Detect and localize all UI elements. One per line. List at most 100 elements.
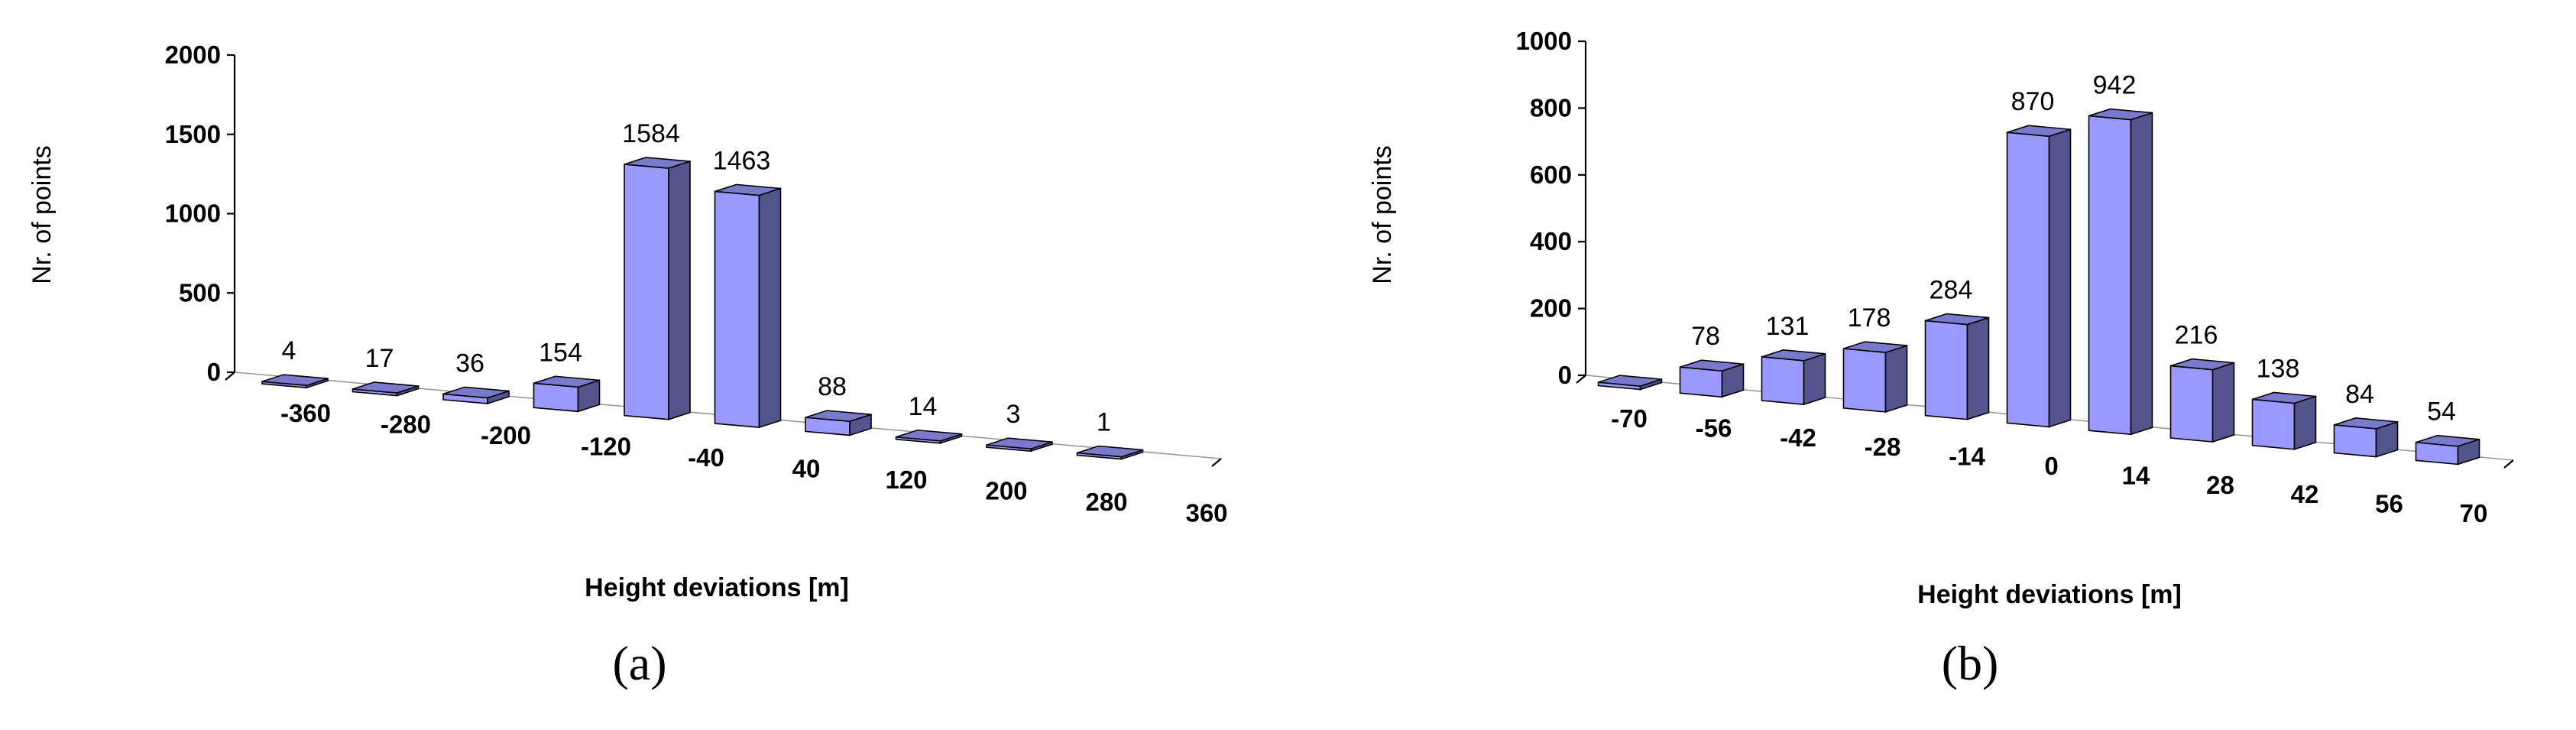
x-tick-label: 40 bbox=[792, 455, 821, 483]
bar bbox=[533, 375, 601, 413]
data-label: 4 bbox=[282, 336, 296, 365]
bar-front bbox=[2169, 365, 2214, 443]
bar-front bbox=[714, 190, 760, 428]
data-label: 1463 bbox=[713, 146, 771, 175]
panel-label: (b) bbox=[1942, 636, 1999, 690]
bar bbox=[805, 410, 872, 436]
data-label: 138 bbox=[2257, 354, 2300, 383]
bar bbox=[2251, 391, 2317, 450]
bar-top bbox=[2170, 358, 2234, 371]
y-axis-title: Nr. of points bbox=[1368, 145, 1397, 284]
bar bbox=[2169, 358, 2235, 443]
x-tick-label: -14 bbox=[1949, 443, 1985, 471]
bar-side bbox=[2048, 128, 2072, 428]
y-tick-label: 800 bbox=[1530, 93, 1572, 122]
x-tick-label: -200 bbox=[481, 421, 531, 449]
bar bbox=[1842, 341, 1908, 413]
x-tick-label: -360 bbox=[280, 399, 331, 427]
x-tick-label: 70 bbox=[2460, 499, 2488, 527]
data-label: 178 bbox=[1848, 303, 1891, 333]
bar-front bbox=[533, 382, 579, 413]
data-label: 14 bbox=[909, 392, 938, 421]
bar bbox=[1924, 313, 1990, 420]
bar-side bbox=[1966, 316, 1990, 420]
data-label: 17 bbox=[365, 344, 394, 373]
bar bbox=[714, 183, 782, 429]
bar bbox=[352, 381, 420, 397]
data-label: 36 bbox=[455, 349, 484, 378]
bar-top bbox=[986, 437, 1053, 450]
bar-top bbox=[1761, 349, 1826, 362]
y-tick-label: 1000 bbox=[165, 200, 221, 228]
data-label: 154 bbox=[539, 338, 582, 367]
data-label: 54 bbox=[2427, 397, 2456, 427]
x-tick-label: 200 bbox=[985, 477, 1027, 505]
bar-top bbox=[1077, 445, 1143, 458]
bar-front bbox=[1761, 355, 1805, 405]
y-tick-label: 1000 bbox=[1516, 27, 1572, 55]
floor-edge bbox=[1211, 458, 1222, 467]
y-tick-label: 1500 bbox=[165, 120, 221, 148]
data-label: 942 bbox=[2093, 71, 2137, 100]
bar-front bbox=[2006, 131, 2050, 428]
y-tick-label: 0 bbox=[207, 358, 221, 386]
bar-top bbox=[2007, 125, 2071, 138]
x-tick-label: 56 bbox=[2375, 490, 2403, 518]
x-tick-label: -56 bbox=[1696, 414, 1732, 442]
bar-top bbox=[805, 410, 872, 423]
x-tick-label: -280 bbox=[381, 410, 431, 439]
bar bbox=[986, 437, 1053, 453]
bar-front bbox=[2088, 115, 2132, 436]
y-axis-title: Nr. of points bbox=[28, 145, 57, 284]
x-tick-label: 42 bbox=[2291, 480, 2319, 508]
data-label: 216 bbox=[2175, 321, 2218, 350]
bar-side bbox=[668, 160, 691, 420]
y-tick-label: 0 bbox=[1558, 361, 1572, 389]
bar-top bbox=[2334, 417, 2398, 430]
bar-side bbox=[1803, 352, 1826, 406]
bar bbox=[261, 374, 329, 389]
x-tick-label: 120 bbox=[885, 466, 927, 494]
bar-top bbox=[533, 375, 600, 388]
data-label: 870 bbox=[2011, 87, 2055, 116]
bar-side bbox=[2293, 395, 2317, 450]
y-tick-label: 200 bbox=[1530, 294, 1572, 323]
y-tick-label: 500 bbox=[179, 278, 221, 307]
bar bbox=[442, 386, 510, 405]
floor-edge bbox=[1576, 375, 1586, 384]
x-axis-title: Height deviations [m] bbox=[585, 573, 849, 602]
data-label: 131 bbox=[1766, 312, 1810, 341]
bar-top bbox=[1680, 359, 1744, 372]
bar-front bbox=[624, 164, 669, 420]
bar-top bbox=[624, 157, 691, 169]
data-label: 78 bbox=[1691, 322, 1720, 351]
bar-top bbox=[2252, 391, 2316, 404]
bar bbox=[1076, 445, 1144, 460]
data-label: 1584 bbox=[622, 119, 680, 148]
bar-top bbox=[352, 381, 419, 394]
bar bbox=[1679, 359, 1745, 398]
bar bbox=[895, 429, 963, 444]
bar bbox=[2088, 108, 2153, 436]
bar-top bbox=[1925, 313, 1989, 326]
bar-top bbox=[896, 429, 962, 442]
chart-b: 0 200 400 600 800 1000 -70 -56 -42 -28 -14 0 14 28 42 5… bbox=[1368, 27, 2514, 690]
x-tick-label: 28 bbox=[2206, 471, 2234, 499]
data-label: 3 bbox=[1006, 400, 1021, 429]
data-label: 88 bbox=[818, 372, 847, 401]
bar-top bbox=[442, 386, 510, 399]
floor-edge bbox=[225, 371, 235, 381]
bar bbox=[1761, 349, 1826, 406]
data-label: 84 bbox=[2345, 380, 2374, 409]
x-tick-label: -42 bbox=[1780, 423, 1816, 452]
floor-edge bbox=[2503, 459, 2514, 469]
bar-top bbox=[2088, 108, 2153, 121]
panel-label: (a) bbox=[612, 636, 666, 690]
x-tick-label: 280 bbox=[1085, 488, 1127, 516]
bar-top bbox=[1598, 375, 1662, 387]
x-axis-title: Height deviations [m] bbox=[1917, 580, 2182, 609]
bar bbox=[624, 157, 691, 420]
bar-side bbox=[2130, 112, 2153, 436]
